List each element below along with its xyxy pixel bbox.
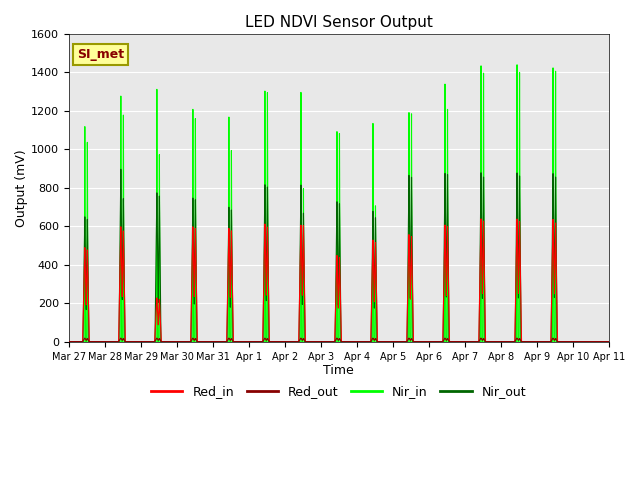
Y-axis label: Output (mV): Output (mV) [15, 149, 28, 227]
Legend: Red_in, Red_out, Nir_in, Nir_out: Red_in, Red_out, Nir_in, Nir_out [147, 381, 531, 404]
Title: LED NDVI Sensor Output: LED NDVI Sensor Output [245, 15, 433, 30]
Text: SI_met: SI_met [77, 48, 124, 61]
X-axis label: Time: Time [323, 364, 354, 377]
